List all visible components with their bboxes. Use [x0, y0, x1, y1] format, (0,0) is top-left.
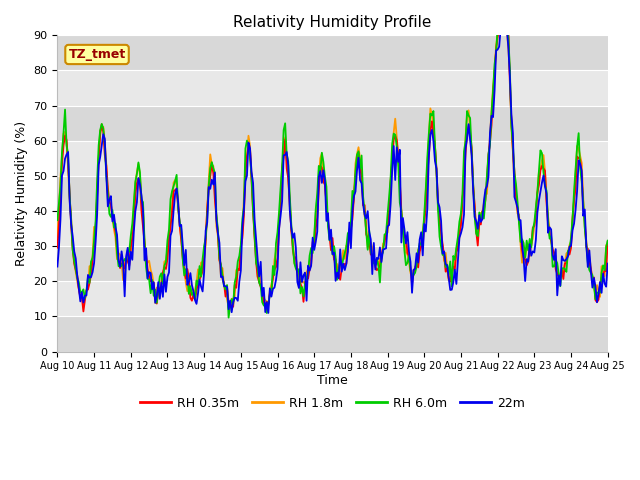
- RH 0.35m: [157, 283, 165, 288]
- RH 0.35m: [604, 239, 612, 245]
- Title: Relativity Humidity Profile: Relativity Humidity Profile: [234, 15, 432, 30]
- RH 0.35m: [399, 224, 406, 229]
- 22m: [387, 201, 394, 206]
- RH 6.0m: [54, 217, 61, 223]
- RH 1.8m: [387, 177, 394, 182]
- 22m: [54, 264, 61, 269]
- RH 6.0m: [387, 175, 394, 180]
- 22m: [399, 215, 406, 221]
- RH 0.35m: [387, 180, 394, 186]
- RH 1.8m: [69, 243, 77, 249]
- RH 6.0m: [369, 253, 376, 259]
- RH 1.8m: [495, 25, 503, 31]
- RH 0.35m: [69, 246, 77, 252]
- RH 6.0m: [540, 170, 547, 176]
- Line: RH 1.8m: RH 1.8m: [58, 28, 608, 308]
- RH 0.35m: [369, 253, 376, 259]
- Line: 22m: 22m: [58, 28, 608, 313]
- RH 0.35m: [540, 166, 547, 171]
- 22m: [540, 173, 547, 179]
- Bar: [58, 246, 608, 281]
- 22m: [604, 261, 612, 266]
- Text: TZ_tmet: TZ_tmet: [68, 48, 125, 61]
- RH 0.35m: [79, 309, 87, 314]
- 22m: [264, 310, 272, 316]
- RH 1.8m: [225, 305, 232, 311]
- Bar: [58, 106, 608, 141]
- RH 1.8m: [54, 234, 61, 240]
- Bar: [58, 71, 608, 106]
- 22m: [156, 296, 164, 302]
- Line: RH 6.0m: RH 6.0m: [58, 28, 608, 318]
- RH 6.0m: [494, 25, 502, 31]
- Bar: [58, 141, 608, 176]
- 22m: [369, 271, 376, 277]
- RH 6.0m: [399, 225, 406, 231]
- Legend: RH 0.35m, RH 1.8m, RH 6.0m, 22m: RH 0.35m, RH 1.8m, RH 6.0m, 22m: [134, 392, 531, 415]
- Y-axis label: Relativity Humidity (%): Relativity Humidity (%): [15, 121, 28, 266]
- RH 1.8m: [156, 295, 164, 300]
- Bar: [58, 176, 608, 211]
- RH 0.35m: [54, 245, 61, 251]
- RH 1.8m: [540, 152, 547, 158]
- Line: RH 0.35m: RH 0.35m: [58, 28, 608, 312]
- Bar: [58, 36, 608, 71]
- X-axis label: Time: Time: [317, 374, 348, 387]
- RH 6.0m: [69, 247, 77, 252]
- RH 1.8m: [369, 245, 376, 251]
- RH 6.0m: [156, 274, 164, 279]
- RH 6.0m: [604, 238, 612, 243]
- RH 1.8m: [604, 243, 612, 249]
- RH 6.0m: [225, 315, 232, 321]
- Bar: [58, 211, 608, 246]
- RH 1.8m: [399, 230, 406, 236]
- Bar: [58, 316, 608, 351]
- 22m: [497, 25, 504, 31]
- 22m: [69, 233, 77, 239]
- RH 0.35m: [495, 25, 503, 31]
- Bar: [58, 281, 608, 316]
